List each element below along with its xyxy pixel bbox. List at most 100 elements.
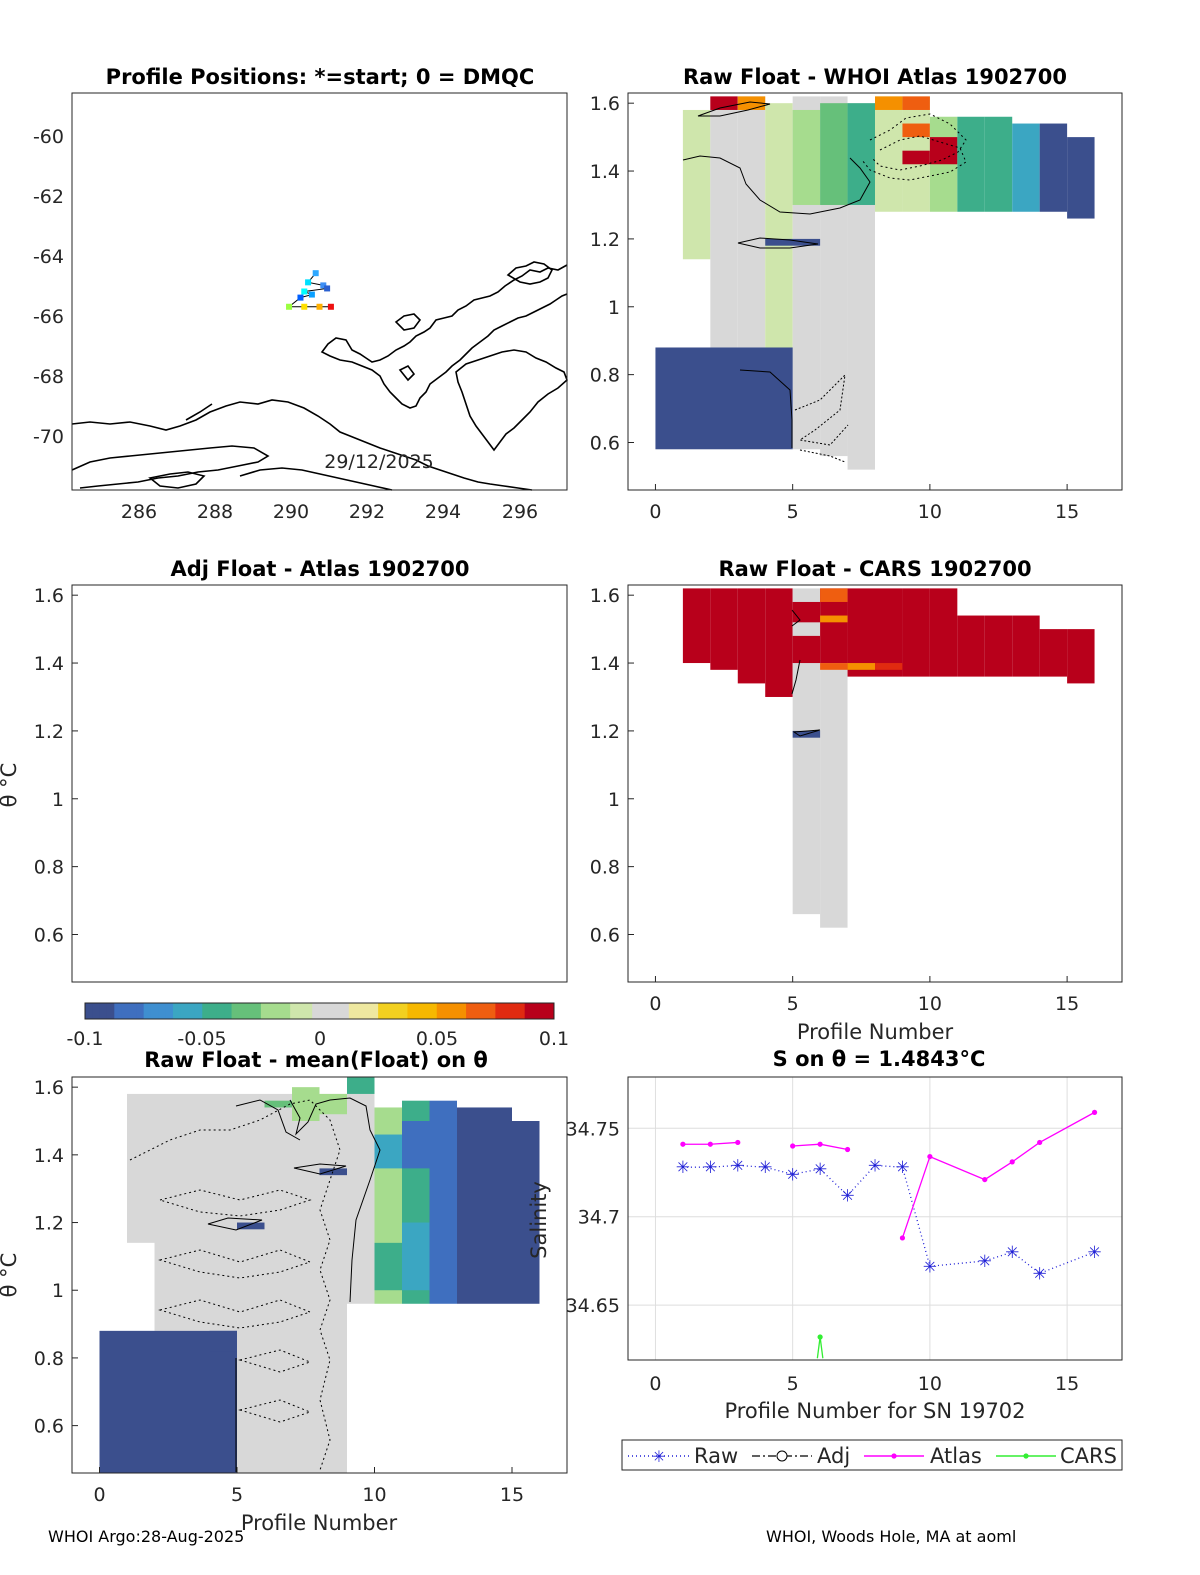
y-tick-label: 1.4 [590, 161, 620, 183]
coastline-bay-4 [185, 403, 213, 421]
map-y-tick: -64 [33, 246, 64, 268]
colorbar-step [121, 1003, 130, 1019]
heatmap-cell [847, 588, 875, 677]
heatmap-cell [765, 588, 793, 697]
heatmap-cell [374, 1134, 402, 1169]
whoi-contour [794, 373, 849, 446]
heatmap-cell [127, 1093, 155, 1243]
heatmap-cell [820, 615, 848, 623]
whoi-ticks: 0 5 10 15 0.6 0.8 1 1.2 1.4 1.6 [590, 93, 1079, 523]
coastline-island-2 [455, 349, 568, 452]
y-tick-label: 1 [52, 1280, 64, 1302]
whoi-contour [869, 113, 967, 171]
series-atlas-point [844, 1146, 851, 1153]
colorbar-step [495, 1003, 504, 1019]
colorbar-step [238, 1003, 247, 1019]
heatmap-cell [429, 1100, 457, 1304]
colorbar-step [458, 1003, 467, 1019]
salinity-axes-box [627, 1076, 1123, 1361]
y-tick-label: 34.65 [566, 1295, 620, 1317]
colorbar-step [356, 1003, 364, 1019]
adj-axes-box [71, 584, 568, 983]
mean-contour [293, 1163, 347, 1175]
coastline-island-4 [398, 364, 416, 382]
y-tick-label: 1.6 [590, 585, 620, 607]
profile-position [286, 303, 293, 310]
heatmap-cell [1067, 629, 1095, 684]
series-atlas-point [817, 1141, 823, 1147]
colorbar-step [172, 1003, 181, 1019]
whoi-heatmap [655, 96, 1095, 470]
legend-box [621, 1439, 1123, 1471]
float-track [286, 270, 334, 310]
heatmap-cell [984, 116, 1013, 212]
profile-position [301, 303, 308, 310]
heatmap-cell [682, 588, 711, 664]
salinity-y-label: Salinity [527, 1181, 551, 1259]
colorbar-step [451, 1003, 460, 1019]
colorbar-step [480, 1003, 489, 1019]
heatmap-cell [875, 588, 903, 677]
colorbar: -0.1 -0.05 0 0.05 0.1 [66, 1002, 569, 1050]
colorbar-step [158, 1003, 167, 1019]
colorbar-step [400, 1003, 408, 1019]
colorbar-step [407, 1003, 416, 1019]
series-raw-line [682, 1164, 1095, 1275]
profile-position [320, 282, 327, 289]
series-raw-point: ✳ [868, 1156, 882, 1176]
heatmap-cell [1039, 123, 1068, 212]
mean-ticks: 0 5 10 15 0.6 0.8 1 1.2 1.4 1.6 [34, 1077, 524, 1506]
heatmap-cell [902, 150, 930, 165]
colorbar-step [180, 1003, 189, 1019]
colorbar-step [268, 1003, 277, 1019]
y-tick-label: 0.6 [590, 432, 620, 454]
map-title: Profile Positions: *=start; 0 = DMQC [106, 65, 535, 89]
x-tick-label: 5 [787, 1373, 799, 1395]
map-y-tick: -60 [33, 126, 64, 148]
coastline-bay-2 [148, 471, 206, 489]
colorbar-step [414, 1003, 423, 1019]
series-atlas-point [899, 1235, 906, 1241]
cars-contour [791, 659, 801, 695]
footer-right: WHOI, Woods Hole, MA at aoml [766, 1527, 1016, 1546]
y-tick-label: 0.8 [590, 365, 620, 387]
colorbar-step [524, 1003, 533, 1019]
x-tick-label: 0 [649, 1373, 661, 1395]
colorbar-step [297, 1003, 306, 1019]
colorbar-step [546, 1003, 555, 1019]
colorbar-step [282, 1003, 291, 1019]
colorbar-step [334, 1003, 342, 1019]
heatmap-cell [765, 238, 821, 246]
series-raw-point: ✳ [786, 1165, 800, 1185]
colorbar-step [378, 1003, 386, 1019]
y-tick-label: 0.8 [34, 857, 64, 879]
cars-contour [791, 609, 801, 627]
series-raw-point: ✳ [895, 1158, 909, 1178]
map-x-tick: 290 [273, 501, 309, 523]
mean-x-label: Profile Number [241, 1511, 398, 1535]
map-x-tick: 286 [121, 501, 157, 523]
colorbar-step [260, 1003, 269, 1019]
adj-ticks: 0.6 0.8 1 1.2 1.4 1.6 [34, 585, 78, 946]
colorbar-tick: 0.1 [539, 1028, 569, 1050]
salinity-title: S on θ = 1.4843°C [773, 1047, 986, 1071]
colorbar-tick: 0.05 [416, 1028, 458, 1050]
profile-position [327, 303, 334, 310]
mean-heatmap [99, 1077, 540, 1473]
colorbar-step [165, 1003, 174, 1019]
colorbar-box [84, 1002, 555, 1020]
y-tick-label: 1.2 [34, 721, 64, 743]
colorbar-step [290, 1003, 299, 1019]
whoi-contour [737, 237, 819, 249]
heatmap-cell [374, 1242, 402, 1291]
heatmap-cell [902, 123, 930, 138]
y-tick-label: 0.6 [34, 1416, 64, 1438]
colorbar-step [539, 1003, 548, 1019]
mean-contour [289, 1097, 381, 1303]
series-raw-point: ✳ [676, 1158, 690, 1178]
adj-atlas-panel: Adj Float - Atlas 1902700 0.6 0.8 1 1.2 1.4 1… [0, 557, 568, 983]
heatmap-cell [237, 1093, 347, 1473]
x-tick-label: 10 [918, 501, 942, 523]
series-raw-point: ✳ [1005, 1243, 1019, 1263]
heatmap-cell [875, 663, 903, 670]
